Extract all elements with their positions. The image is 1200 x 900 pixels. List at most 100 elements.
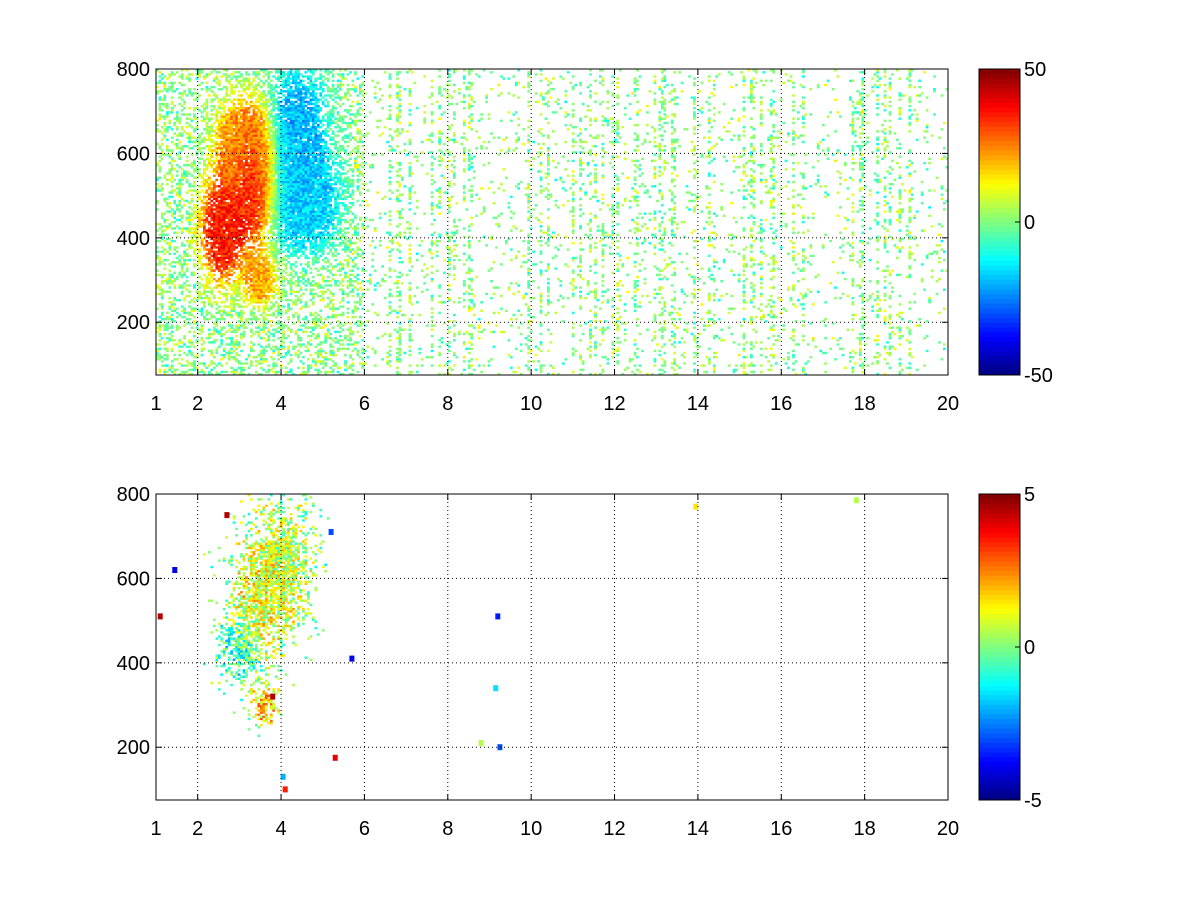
heatmap-cell (178, 326, 182, 329)
heatmap-cell (247, 214, 251, 218)
heatmap-cell (242, 126, 246, 129)
heatmap-cell (287, 307, 290, 310)
heatmap-cell (203, 229, 206, 232)
heatmap-cell (158, 326, 162, 329)
heatmap-cell (170, 301, 174, 304)
heatmap-cell (262, 159, 266, 163)
heatmap-cell (297, 164, 300, 167)
heatmap-cell (294, 81, 298, 85)
heatmap-cell (203, 218, 206, 222)
heatmap-cell (188, 117, 191, 120)
heatmap-cell (279, 77, 283, 80)
heatmap-cell (217, 128, 221, 131)
heatmap-cell (173, 132, 177, 135)
heatmap-cell (200, 180, 204, 184)
heatmap-cell (252, 210, 256, 213)
heatmap-cell (173, 202, 177, 205)
heatmap-cell (220, 229, 224, 232)
heatmap-cell (302, 305, 305, 308)
heatmap-cell (250, 123, 253, 127)
heatmap-cell (294, 229, 298, 232)
heatmap-cell (230, 119, 233, 123)
heatmap-cell (287, 151, 290, 154)
heatmap-cell (242, 79, 246, 83)
heatmap-cell (225, 202, 229, 205)
heatmap-cell (252, 71, 256, 74)
heatmap-cell (287, 88, 290, 91)
heatmap-cell (203, 195, 206, 199)
heatmap-cell (292, 151, 295, 154)
heatmap-cell (180, 242, 184, 245)
heatmap-cell (227, 138, 231, 142)
heatmap-cell (264, 109, 268, 112)
heatmap-cell (264, 69, 268, 72)
heatmap-cell (208, 256, 211, 260)
heatmap-cell (289, 370, 293, 374)
heatmap-cell (222, 202, 226, 205)
heatmap-cell (222, 187, 226, 190)
heatmap-cell (203, 147, 206, 150)
heatmap-cell (257, 94, 261, 97)
heatmap-cell (292, 130, 295, 133)
heatmap-cell (282, 159, 285, 163)
heatmap-cell (173, 252, 177, 256)
heatmap-cell (272, 248, 276, 251)
heatmap-cell (180, 286, 184, 289)
heatmap-cell (188, 164, 191, 167)
heatmap-cell (264, 318, 268, 321)
heatmap-cell (230, 233, 233, 237)
heatmap-cell (158, 130, 162, 133)
heatmap-cell (250, 341, 253, 344)
heatmap-cell (235, 212, 238, 215)
heatmap-cell (292, 239, 295, 243)
heatmap-cell (227, 130, 231, 133)
heatmap-cell (257, 225, 261, 228)
heatmap-cell (297, 157, 300, 161)
heatmap-cell (289, 147, 293, 150)
heatmap-cell (222, 248, 226, 251)
heatmap-cell (173, 296, 177, 300)
heatmap-cell (215, 328, 219, 332)
heatmap-cell (250, 92, 253, 95)
heatmap-cell (220, 155, 224, 158)
heatmap-cell (267, 161, 271, 165)
heatmap-cell (168, 246, 172, 249)
heatmap-cell (190, 372, 194, 376)
heatmap-cell (284, 366, 288, 370)
heatmap-cell (245, 119, 248, 123)
heatmap-cell (269, 140, 273, 144)
heatmap-cell (302, 324, 305, 327)
heatmap-cell (282, 288, 285, 291)
heatmap-cell (284, 212, 288, 215)
heatmap-cell (173, 117, 177, 120)
heatmap-cell (297, 172, 300, 175)
heatmap-cell (212, 256, 216, 260)
heatmap-cell (225, 282, 229, 285)
heatmap-cell (178, 147, 182, 150)
heatmap-cell (230, 303, 233, 306)
heatmap-cell (227, 258, 231, 262)
heatmap-cell (259, 151, 263, 154)
heatmap-cell (237, 214, 241, 218)
heatmap-cell (215, 155, 219, 158)
heatmap-cell (212, 330, 216, 334)
heatmap-cell (210, 193, 214, 196)
heatmap-cell (284, 172, 288, 175)
heatmap-cell (264, 161, 268, 165)
heatmap-cell (279, 242, 283, 245)
heatmap-cell (299, 202, 303, 205)
heatmap-cell (168, 337, 172, 340)
heatmap-cell (250, 364, 253, 367)
heatmap-cell (188, 77, 191, 80)
heatmap-cell (267, 92, 271, 95)
heatmap-cell (232, 305, 236, 308)
heatmap-cell (230, 330, 233, 334)
heatmap-cell (289, 130, 293, 133)
heatmap-cell (269, 136, 273, 139)
heatmap-cell (289, 151, 293, 154)
heatmap-cell (200, 189, 204, 192)
heatmap-cell (252, 212, 256, 215)
heatmap-cell (156, 330, 159, 334)
heatmap-cell (212, 242, 216, 245)
heatmap-cell (274, 138, 278, 142)
